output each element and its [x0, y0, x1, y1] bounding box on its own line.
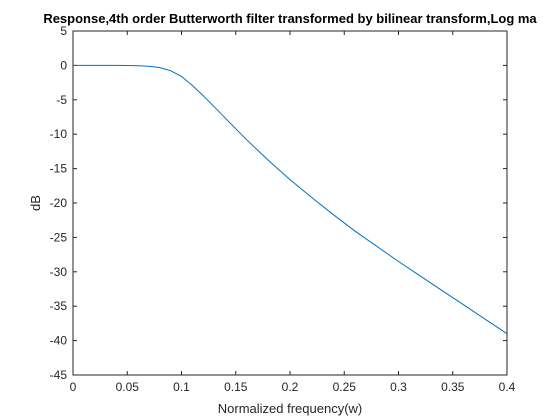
- y-tick-label: -15: [50, 162, 68, 176]
- x-tick-label: 0.4: [499, 380, 516, 394]
- x-tick-label: 0.25: [333, 380, 357, 394]
- axes-box: [72, 30, 508, 376]
- x-tick-label: 0.1: [173, 380, 190, 394]
- y-tick-label: -30: [50, 265, 68, 279]
- y-tick-label: -25: [50, 230, 68, 244]
- y-tick-label: -10: [50, 127, 68, 141]
- x-tick-label: 0.2: [282, 380, 299, 394]
- y-tick-label: -20: [50, 196, 68, 210]
- y-axis-label: dB: [28, 195, 43, 211]
- chart-title: Response,4th order Butterworth filter tr…: [43, 11, 537, 26]
- plot-area: 0 0.05 0.1 0.15 0.2 0.25 0.3 0.35 0.4 5 0 -5 -10 -15 -…: [50, 24, 516, 394]
- x-tick-label: 0: [70, 380, 77, 394]
- y-tick-label: -40: [50, 334, 68, 348]
- x-tick-label: 0.3: [390, 380, 407, 394]
- y-tick-label: 0: [60, 58, 67, 72]
- x-axis-label: Normalized frequency(w): [218, 401, 363, 416]
- x-tick-label: 0.05: [116, 380, 140, 394]
- y-tick-label: 5: [60, 24, 67, 38]
- x-tick-label: 0.15: [224, 380, 248, 394]
- response-curve: [73, 64, 508, 335]
- x-tick-label: 0.35: [441, 380, 465, 394]
- y-tick-label: -5: [56, 93, 67, 107]
- y-tick-label: -45: [50, 368, 68, 382]
- y-tick-label: -35: [50, 299, 68, 313]
